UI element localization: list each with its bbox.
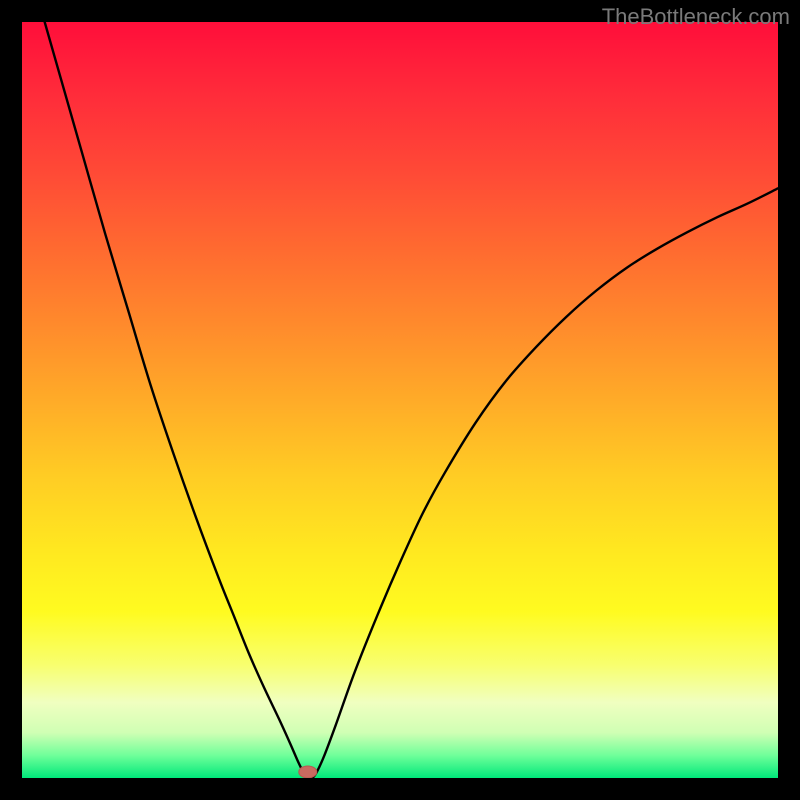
optimal-point-marker [299,766,317,778]
bottleneck-chart [0,0,800,800]
frame-border [778,0,800,800]
frame-border [0,778,800,800]
chart-container: TheBottleneck.com [0,0,800,800]
watermark-text: TheBottleneck.com [602,4,790,30]
frame-border [0,0,22,800]
plot-background [22,22,778,778]
